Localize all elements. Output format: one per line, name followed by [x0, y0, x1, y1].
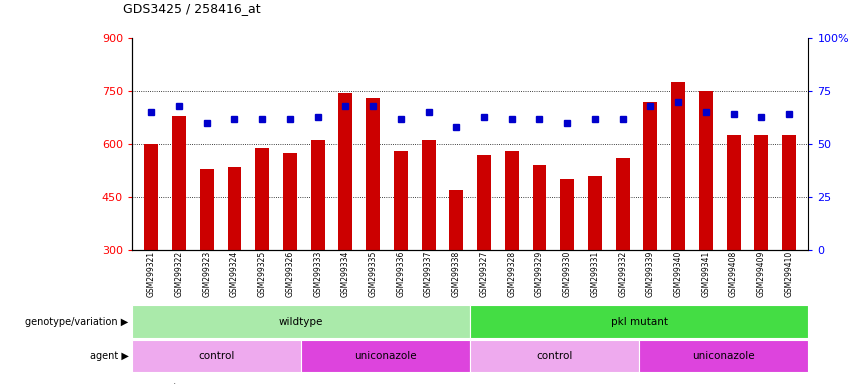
Bar [132, 340, 301, 372]
Bar [470, 340, 639, 372]
Bar [339, 93, 352, 250]
Bar [311, 141, 324, 250]
Text: GDS3425 / 258416_at: GDS3425 / 258416_at [123, 2, 261, 15]
Bar [782, 135, 796, 250]
Text: count: count [146, 383, 178, 384]
Bar [588, 176, 602, 250]
Bar [366, 98, 380, 250]
Bar [699, 91, 713, 250]
Text: wildtype: wildtype [279, 316, 323, 327]
Bar [132, 305, 470, 338]
Bar [470, 305, 808, 338]
Bar [533, 165, 546, 250]
Bar [449, 190, 463, 250]
Text: uniconazole: uniconazole [693, 351, 755, 361]
Text: control: control [537, 351, 573, 361]
Bar [172, 116, 186, 250]
Text: genotype/variation ▶: genotype/variation ▶ [26, 316, 129, 327]
Bar [671, 83, 685, 250]
Text: pkl mutant: pkl mutant [611, 316, 668, 327]
Bar [754, 135, 768, 250]
Bar [301, 340, 470, 372]
Bar [227, 167, 242, 250]
Bar [283, 153, 297, 250]
Bar [639, 340, 808, 372]
Bar [421, 141, 436, 250]
Bar [477, 155, 491, 250]
Bar [255, 147, 269, 250]
Bar [200, 169, 214, 250]
Bar [643, 102, 657, 250]
Bar [505, 151, 519, 250]
Bar [145, 144, 158, 250]
Text: uniconazole: uniconazole [354, 351, 417, 361]
Text: control: control [198, 351, 235, 361]
Bar [394, 151, 408, 250]
Bar [560, 179, 574, 250]
Bar [616, 158, 630, 250]
Bar [727, 135, 740, 250]
Text: agent ▶: agent ▶ [89, 351, 129, 361]
